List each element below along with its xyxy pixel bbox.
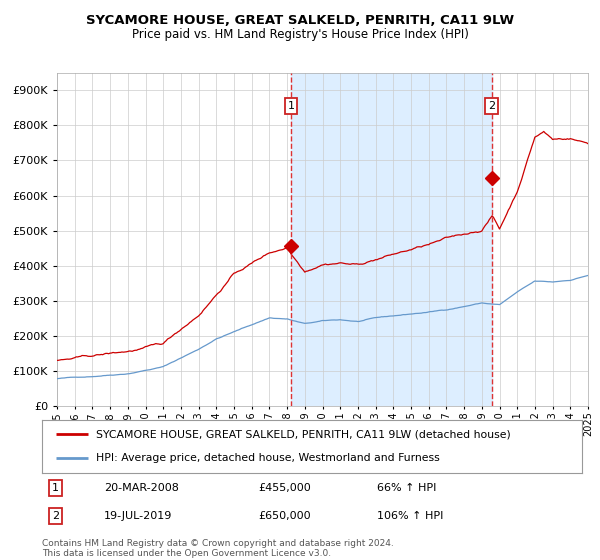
Text: SYCAMORE HOUSE, GREAT SALKELD, PENRITH, CA11 9LW (detached house): SYCAMORE HOUSE, GREAT SALKELD, PENRITH, … [96,430,511,440]
Text: 20-MAR-2008: 20-MAR-2008 [104,483,179,493]
Text: £650,000: £650,000 [258,511,311,521]
Text: 1: 1 [287,101,295,111]
Text: SYCAMORE HOUSE, GREAT SALKELD, PENRITH, CA11 9LW: SYCAMORE HOUSE, GREAT SALKELD, PENRITH, … [86,14,514,27]
Text: HPI: Average price, detached house, Westmorland and Furness: HPI: Average price, detached house, West… [96,453,440,463]
Text: Contains HM Land Registry data © Crown copyright and database right 2024.
This d: Contains HM Land Registry data © Crown c… [42,539,394,558]
Text: Price paid vs. HM Land Registry's House Price Index (HPI): Price paid vs. HM Land Registry's House … [131,28,469,41]
Text: 2: 2 [488,101,495,111]
Text: 2: 2 [52,511,59,521]
Text: 106% ↑ HPI: 106% ↑ HPI [377,511,443,521]
Bar [291,73,491,406]
Text: 66% ↑ HPI: 66% ↑ HPI [377,483,436,493]
Text: 19-JUL-2019: 19-JUL-2019 [104,511,172,521]
Text: £455,000: £455,000 [258,483,311,493]
Text: 1: 1 [52,483,59,493]
